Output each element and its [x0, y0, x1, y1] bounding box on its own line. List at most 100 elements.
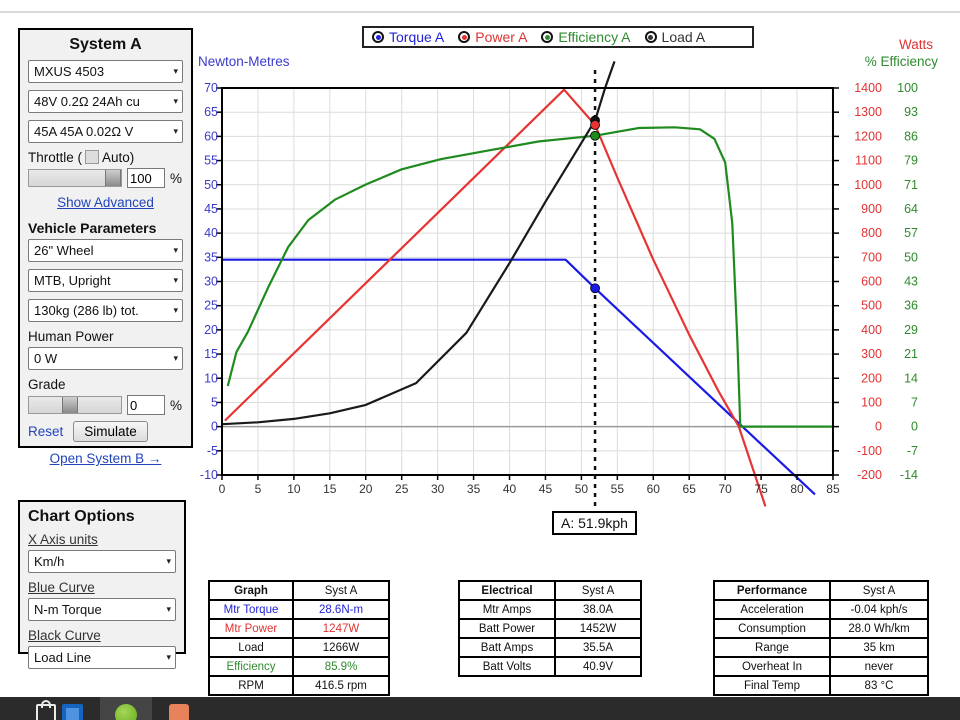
table-row: Batt Power1452W	[459, 619, 641, 638]
black-curve-select[interactable]: Load Line ▾	[28, 646, 176, 669]
svg-text:1200: 1200	[854, 129, 882, 143]
table-row: Load1266W	[209, 638, 389, 657]
throttle-unit: %	[170, 171, 182, 186]
graph-table: GraphSyst AMtr Torque28.6N-mMtr Power124…	[208, 580, 390, 696]
svg-text:14: 14	[904, 371, 918, 385]
svg-text:45: 45	[204, 202, 218, 216]
svg-text:80: 80	[790, 482, 804, 496]
throttle-auto-checkbox[interactable]	[85, 150, 99, 164]
black-curve-link[interactable]: Black Curve	[28, 628, 176, 643]
svg-text:70: 70	[204, 81, 218, 95]
svg-text:10: 10	[204, 371, 218, 385]
svg-text:0: 0	[911, 420, 918, 434]
svg-text:65: 65	[204, 105, 218, 119]
windows-app-icon[interactable]	[62, 704, 83, 720]
table-row: Efficiency85.9%	[209, 657, 389, 676]
dropdown-arrow-icon: ▾	[173, 305, 178, 316]
svg-text:1300: 1300	[854, 105, 882, 119]
grade-slider[interactable]	[28, 396, 122, 414]
svg-text:-10: -10	[200, 468, 218, 482]
svg-text:1000: 1000	[854, 178, 882, 192]
dropdown-arrow-icon: ▾	[166, 604, 171, 615]
green-app-icon[interactable]	[115, 704, 137, 720]
motor-select[interactable]: MXUS 4503 ▾	[28, 60, 183, 83]
svg-text:79: 79	[904, 154, 918, 168]
svg-text:300: 300	[861, 347, 882, 361]
weight-select[interactable]: 130kg (286 lb) tot. ▾	[28, 299, 183, 322]
svg-text:85: 85	[826, 482, 840, 496]
svg-text:93: 93	[904, 105, 918, 119]
riding-position-select[interactable]: MTB, Upright ▾	[28, 269, 183, 292]
x-axis-units-select[interactable]: Km/h ▾	[28, 550, 176, 573]
motor-simulator-page: System A MXUS 4503 ▾ 48V 0.2Ω 24Ah cu ▾ …	[0, 0, 960, 720]
grade-label: Grade	[28, 377, 183, 392]
svg-text:20: 20	[359, 482, 373, 496]
svg-text:21: 21	[904, 347, 918, 361]
svg-text:36: 36	[904, 299, 918, 313]
svg-text:7: 7	[911, 395, 918, 409]
reset-link[interactable]: Reset	[28, 424, 63, 439]
throttle-label: Throttle (Auto)	[28, 150, 183, 165]
svg-text:1100: 1100	[855, 154, 882, 168]
dropdown-arrow-icon: ▾	[173, 275, 178, 286]
show-advanced-link[interactable]: Show Advanced	[57, 195, 154, 210]
system-a-panel: System A MXUS 4503 ▾ 48V 0.2Ω 24Ah cu ▾ …	[18, 28, 193, 448]
table-row: Overheat Innever	[714, 657, 928, 676]
svg-text:700: 700	[861, 250, 882, 264]
human-power-select[interactable]: 0 W ▾	[28, 347, 183, 370]
svg-text:-100: -100	[857, 444, 882, 458]
open-system-b-link[interactable]: Open System B →	[50, 451, 162, 466]
table-row: RPM416.5 rpm	[209, 676, 389, 695]
browser-icon[interactable]	[169, 704, 189, 720]
table-row: Batt Volts40.9V	[459, 657, 641, 676]
svg-text:43: 43	[904, 275, 918, 289]
human-power-label: Human Power	[28, 329, 183, 344]
svg-text:64: 64	[904, 202, 918, 216]
svg-text:-7: -7	[907, 444, 918, 458]
blue-curve-select[interactable]: N-m Torque ▾	[28, 598, 176, 621]
controller-select[interactable]: 45A 45A 0.02Ω V ▾	[28, 120, 183, 143]
chart-options-panel: Chart Options X Axis units Km/h ▾ Blue C…	[18, 500, 186, 654]
battery-select[interactable]: 48V 0.2Ω 24Ah cu ▾	[28, 90, 183, 113]
dropdown-arrow-icon: ▾	[173, 126, 178, 137]
svg-text:100: 100	[861, 395, 882, 409]
svg-text:Watts: Watts	[899, 37, 933, 52]
wheel-select[interactable]: 26" Wheel ▾	[28, 239, 183, 262]
simulate-button[interactable]: Simulate	[73, 421, 148, 442]
throttle-value-input[interactable]	[127, 168, 165, 188]
store-icon[interactable]	[36, 704, 56, 720]
throttle-slider-thumb[interactable]	[105, 170, 121, 186]
svg-text:35: 35	[204, 250, 218, 264]
table-row: Consumption28.0 Wh/km	[714, 619, 928, 638]
grade-value-input[interactable]	[127, 395, 165, 415]
table-row: Mtr Amps38.0A	[459, 600, 641, 619]
performance-table: PerformanceSyst AAcceleration-0.04 kph/s…	[713, 580, 929, 696]
svg-text:800: 800	[861, 226, 882, 240]
svg-text:% Efficiency: % Efficiency	[865, 54, 939, 69]
table-row: Range35 km	[714, 638, 928, 657]
svg-text:86: 86	[904, 129, 918, 143]
svg-text:-14: -14	[900, 468, 918, 482]
svg-text:50: 50	[575, 482, 589, 496]
svg-text:20: 20	[204, 323, 218, 337]
svg-text:30: 30	[204, 275, 218, 289]
simulation-chart[interactable]: 0510152025303540455055606570758085706560…	[185, 30, 960, 550]
blue-curve-link[interactable]: Blue Curve	[28, 580, 176, 595]
throttle-slider[interactable]	[28, 169, 122, 187]
table-row: Mtr Torque28.6N-m	[209, 600, 389, 619]
grade-slider-thumb[interactable]	[62, 397, 78, 413]
table-header-row: ElectricalSyst A	[459, 581, 641, 600]
x-axis-units-link[interactable]: X Axis units	[28, 532, 176, 547]
table-row: Acceleration-0.04 kph/s	[714, 600, 928, 619]
svg-text:75: 75	[754, 482, 768, 496]
svg-text:35: 35	[467, 482, 481, 496]
taskbar	[0, 697, 960, 720]
svg-text:50: 50	[204, 178, 218, 192]
svg-text:15: 15	[323, 482, 337, 496]
svg-text:0: 0	[211, 420, 218, 434]
svg-text:0: 0	[219, 482, 226, 496]
svg-text:5: 5	[255, 482, 262, 496]
svg-text:Newton-Metres: Newton-Metres	[198, 54, 290, 69]
svg-text:55: 55	[611, 482, 625, 496]
vehicle-parameters-title: Vehicle Parameters	[28, 220, 183, 236]
